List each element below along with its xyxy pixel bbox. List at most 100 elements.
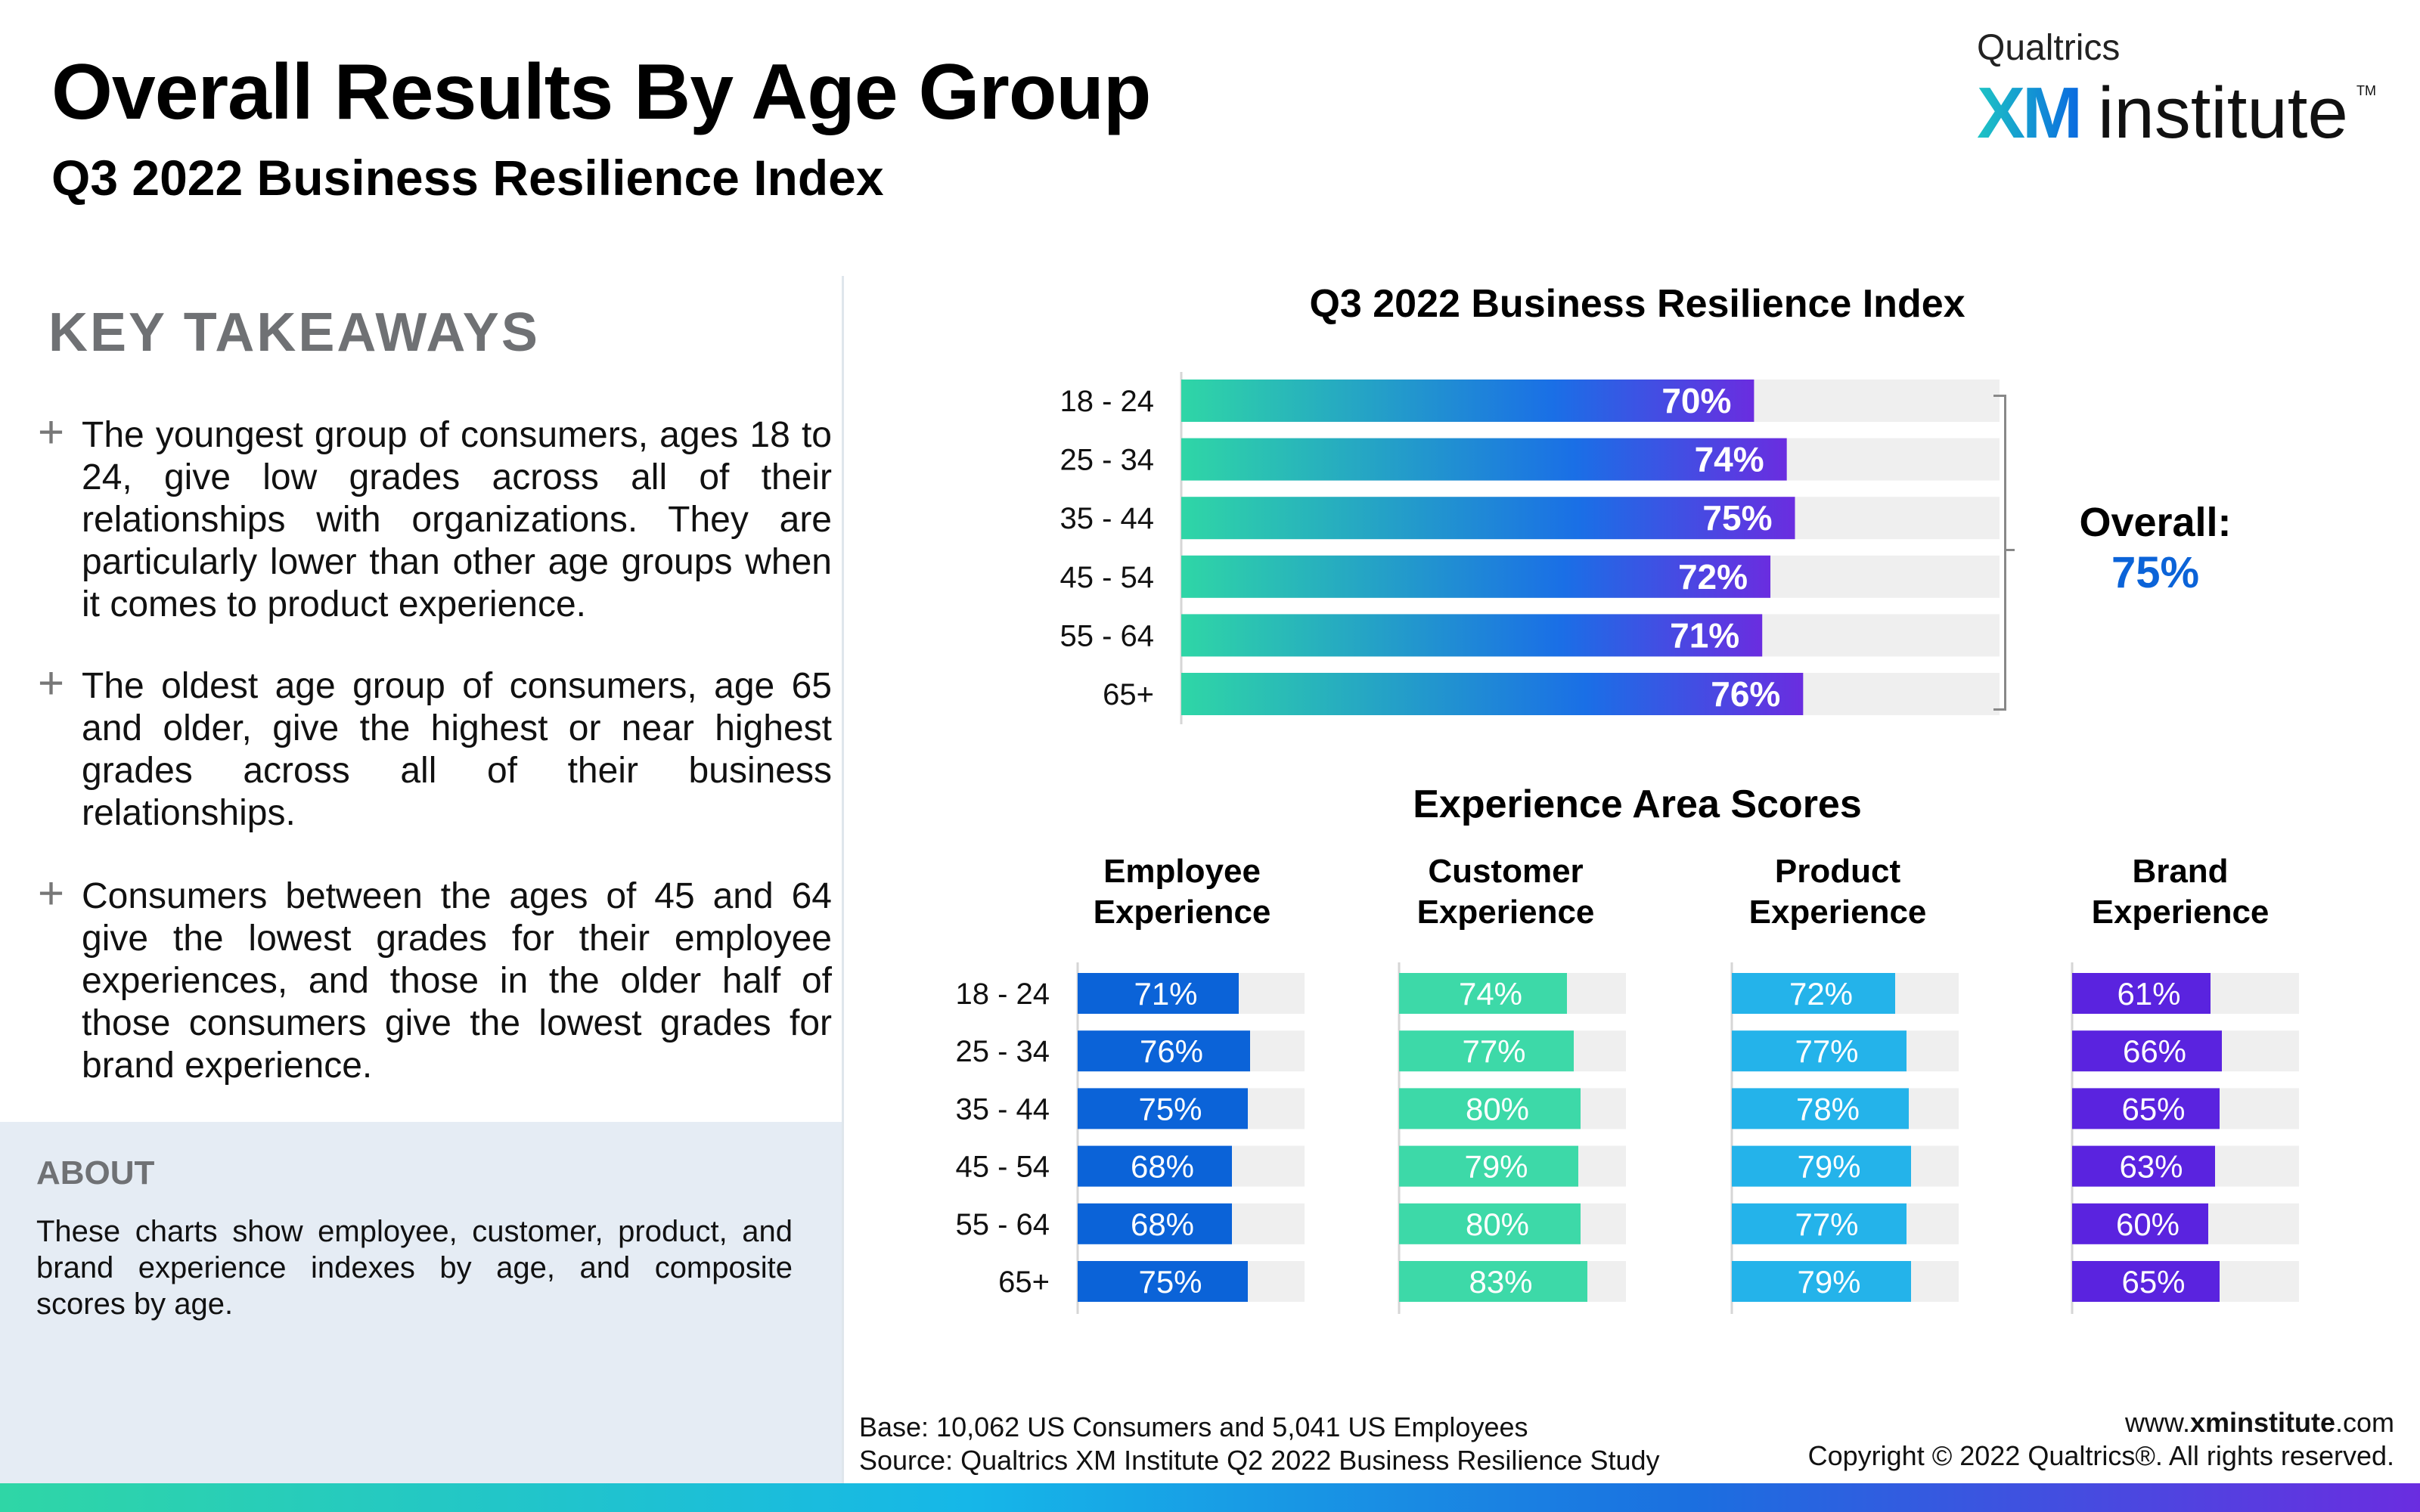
experience-bar [2072,1261,2220,1302]
footer-copyright: Copyright © 2022 Qualtrics®. All rights … [1807,1440,2394,1471]
experience-bar [1078,1088,1248,1129]
bri-bar-value: 76% [1711,674,1780,714]
experience-bar-value: 65% [2121,1091,2185,1126]
bri-chart: 18 - 24 70% 25 - 34 74% 35 - 44 75% 45 - 54 72%… [1060,372,2000,724]
footer-url-suffix: .com [2335,1407,2394,1438]
logo-xm-text: XM [1977,73,2083,153]
experience-bar [1399,1261,1587,1302]
series-header-line: Experience [1416,894,1595,931]
experience-bar-value: 79% [1797,1149,1860,1185]
experience-bar [1732,1203,1907,1244]
bri-bar-value: 75% [1702,498,1772,538]
series-header-line: Brand [2132,853,2229,890]
experience-category-label: 55 - 64 [955,1208,1050,1241]
footer-base-note: Base: 10,062 US Consumers and 5,041 US E… [859,1411,1528,1442]
experience-bar [1732,973,1895,1014]
experience-bar [1732,1088,1909,1129]
experience-bar-value: 75% [1138,1264,1202,1300]
logo-institute-text: institute [2098,73,2348,153]
logo-tm-mark: TM [2356,83,2376,98]
experience-bar [1732,1261,1911,1302]
experience-bar-value: 68% [1131,1207,1194,1242]
bri-bar [1181,380,1754,422]
footer-url-prefix: www. [2124,1407,2190,1438]
series-header-line: Customer [1428,853,1584,890]
bri-bar [1181,614,1763,657]
experience-bar-value: 77% [1462,1033,1525,1069]
experience-bar-value: 76% [1140,1033,1203,1069]
experience-bar-value: 77% [1795,1207,1858,1242]
experience-category-label: 18 - 24 [955,978,1050,1011]
series-header-customer: Customer Experience [1381,851,1630,933]
bri-bar [1181,673,1804,715]
experience-bar-value: 66% [2123,1033,2186,1069]
page-subtitle: Q3 2022 Business Resilience Index [51,150,884,206]
bri-bar [1181,438,1787,481]
experience-bar [1732,1030,1907,1072]
experience-bar-value: 74% [1459,976,1522,1012]
experience-bar [1399,973,1567,1014]
experience-bar [1399,1088,1581,1129]
logo-qualtrics-text: Qualtrics [1977,28,2121,68]
experience-bar [1078,1203,1232,1244]
experience-bar [1732,1145,1911,1187]
experience-category-label: 35 - 44 [955,1092,1050,1126]
bri-category-label: 55 - 64 [1060,619,1154,652]
series-header-line: Experience [1093,894,1271,931]
experience-bar [1078,1145,1232,1187]
experience-category-label: 25 - 34 [955,1035,1050,1068]
experience-bar [2072,1145,2215,1187]
plus-icon: + [38,407,65,457]
footer-url-domain: xminstitute [2189,1407,2335,1438]
experience-bar-value: 80% [1466,1091,1529,1126]
bri-bar [1181,555,1771,598]
experience-bar-value: 78% [1796,1091,1860,1126]
bri-category-label: 25 - 34 [1060,444,1154,477]
experience-bar-value: 60% [2116,1207,2180,1242]
key-takeaways-heading: KEY TAKEAWAYS [48,302,540,363]
experience-bar-value: 71% [1134,976,1197,1012]
experience-bar-value: 75% [1138,1091,1202,1126]
footer-source-note: Source: Qualtrics XM Institute Q2 2022 B… [859,1445,1660,1476]
overall-value: 75% [2111,548,2200,597]
about-heading: ABOUT [36,1154,155,1191]
bri-bar-value: 70% [1661,381,1731,420]
bri-category-label: 35 - 44 [1060,502,1154,535]
bri-bar [1181,497,1795,540]
bri-bar-value: 74% [1695,440,1764,479]
series-header-brand: Brand Experience [2055,851,2305,933]
series-header-line: Experience [2091,894,2270,931]
experience-category-label: 45 - 54 [955,1151,1050,1184]
experience-bar [1399,1145,1578,1187]
xm-institute-logo: Qualtrics XM institute TM [1977,28,2376,153]
experience-bar-value: 83% [1469,1264,1532,1300]
experience-bar-value: 77% [1795,1033,1858,1069]
bottom-gradient-strip [0,1483,2420,1512]
experience-bar [2072,1203,2208,1244]
series-header-product: Product Experience [1713,851,1962,933]
bri-chart-title: Q3 2022 Business Resilience Index [1309,282,1965,326]
experience-bar [1078,1030,1250,1072]
panel-divider [842,276,844,1486]
experience-bar-value: 79% [1464,1149,1528,1185]
bri-category-label: 18 - 24 [1060,385,1154,418]
experience-bar-value: 68% [1131,1149,1194,1185]
series-header-line: Experience [1748,894,1927,931]
series-header-employee: Employee Experience [1057,851,1307,933]
experience-bar [1399,1030,1574,1072]
footer-url[interactable]: www.xminstitute.com [2125,1409,2394,1436]
bri-bar-value: 72% [1678,557,1748,596]
experience-bar-value: 61% [2117,976,2180,1012]
about-text: These charts show employee, customer, pr… [36,1215,793,1321]
takeaway-text: The oldest age group of consumers, age 6… [82,666,832,833]
experience-bar [2072,973,2211,1014]
experience-bar [1399,1203,1581,1244]
bri-category-label: 65+ [1103,678,1154,711]
experience-bar-value: 79% [1797,1264,1860,1300]
takeaway-text: Consumers between the ages of 45 and 64 … [82,876,832,1086]
experience-bar-value: 80% [1466,1207,1529,1242]
experience-bar [1078,1261,1248,1302]
page-title: Overall Results By Age Group [51,48,1151,136]
overall-label: Overall: [2079,500,2232,545]
